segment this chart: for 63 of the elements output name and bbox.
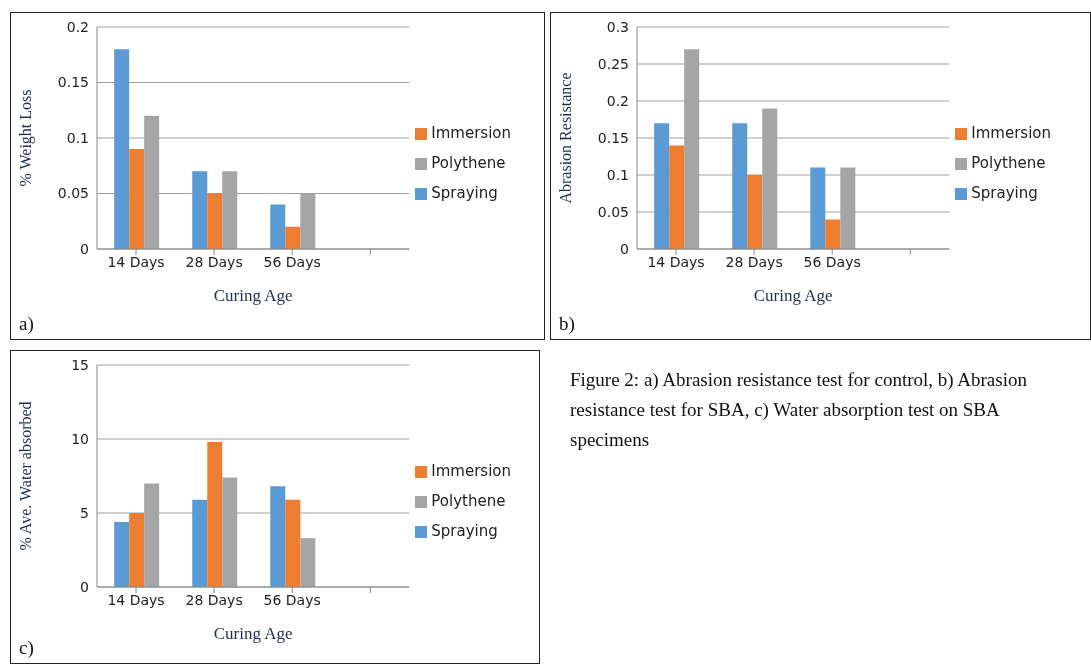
bar — [285, 226, 301, 249]
y-tick-label: 0.2 — [66, 18, 89, 35]
x-tick-label: 56 Days — [263, 253, 321, 270]
bar — [810, 167, 826, 249]
legend-label: Spraying — [431, 184, 498, 202]
y-tick-label: 0.1 — [606, 166, 629, 183]
x-tick-label: 56 Days — [263, 591, 321, 608]
bar — [192, 499, 208, 587]
bar — [114, 521, 130, 587]
y-tick-label: 0 — [620, 240, 629, 257]
x-tick-label: 28 Days — [185, 591, 243, 608]
x-tick-label: 14 Days — [647, 253, 705, 270]
legend-label: Immersion — [431, 124, 511, 142]
legend-label: Polythene — [971, 154, 1046, 172]
bar — [747, 175, 763, 249]
x-tick-label: 14 Days — [107, 253, 165, 270]
legend-label: Spraying — [971, 184, 1038, 202]
x-axis-title: Curing Age — [213, 624, 293, 643]
legend-label: Polythene — [431, 492, 506, 510]
legend-label: Spraying — [431, 522, 498, 540]
y-tick-label: 0.15 — [597, 129, 629, 146]
x-tick-label: 28 Days — [185, 253, 243, 270]
bar — [192, 171, 208, 249]
y-tick-label: 5 — [80, 504, 89, 521]
y-tick-label: 15 — [71, 356, 89, 373]
x-tick-label: 56 Days — [803, 253, 861, 270]
y-tick-label: 0 — [80, 578, 89, 595]
bar — [207, 193, 223, 249]
text: a) — [19, 313, 34, 335]
y-axis-title: Abrasion Resistance — [556, 72, 574, 204]
text: c) — [19, 637, 34, 659]
y-tick-label: 0.15 — [57, 74, 89, 91]
bar — [129, 513, 145, 587]
bar — [129, 149, 145, 249]
x-tick-label: 28 Days — [725, 253, 783, 270]
y-tick-label: 0.3 — [606, 18, 629, 35]
y-axis-title: % Weight Loss — [16, 89, 35, 187]
bar — [270, 486, 286, 587]
bar — [114, 49, 130, 249]
y-tick-label: 10 — [71, 430, 89, 447]
y-axis-title: % Ave. Water absorbed — [16, 401, 34, 551]
legend-label: Immersion — [431, 462, 511, 480]
text: b) — [559, 313, 575, 335]
y-tick-label: 0 — [80, 240, 89, 257]
bar — [669, 145, 685, 249]
x-axis-title: Curing Age — [213, 286, 293, 305]
y-tick-label: 0.1 — [66, 129, 89, 146]
bar — [300, 538, 316, 587]
y-tick-label: 0.2 — [606, 92, 629, 109]
bar — [654, 123, 670, 249]
bar — [270, 204, 286, 249]
y-tick-label: 0.05 — [597, 203, 629, 220]
bar — [825, 219, 841, 249]
legend-label: Immersion — [971, 124, 1051, 142]
x-axis-title: Curing Age — [753, 286, 833, 305]
bar — [285, 499, 301, 587]
bar — [207, 441, 223, 587]
x-tick-label: 14 Days — [107, 591, 165, 608]
caption: Figure 2: a) Abrasion resistance test for control, b) Abrasion resistance test for SBA, c) Water absorption test on SBA specimens — [570, 368, 1028, 452]
legend-label: Polythene — [431, 154, 506, 172]
bar — [732, 123, 748, 249]
y-tick-label: 0.05 — [57, 185, 89, 202]
y-tick-label: 0.25 — [597, 55, 629, 72]
